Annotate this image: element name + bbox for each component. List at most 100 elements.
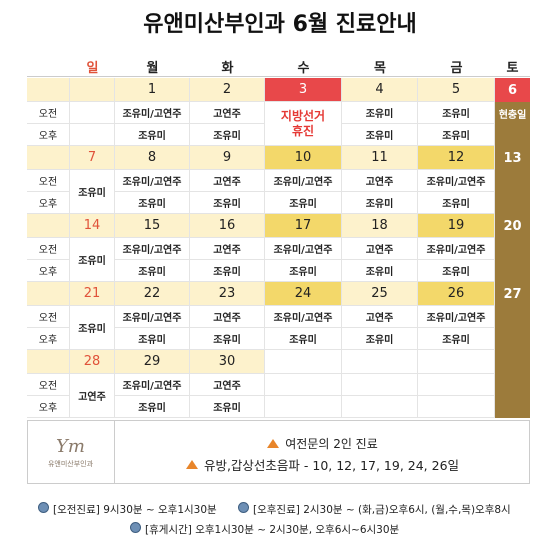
day-header: 월 (146, 60, 159, 76)
cell (418, 374, 495, 396)
title: 유앤미산부인과 6월 진료안내 (143, 12, 417, 37)
date: 30 (190, 350, 265, 374)
footer-box (27, 420, 530, 484)
date: 12 (418, 146, 495, 170)
closed: 지방선거 휴진 (265, 102, 342, 146)
cell (27, 282, 70, 306)
logo-mark: Ym (56, 435, 85, 457)
am-doctor: 고연주 (190, 374, 265, 396)
row-label: 오후 (27, 328, 70, 350)
closed-text: 지방선거 (280, 108, 326, 123)
pm-doctor: 조유미 (115, 260, 190, 282)
day-header: 일 (86, 60, 99, 76)
pm-doctor: 조유미 (342, 260, 418, 282)
pm-doctor: 조유미 (342, 124, 418, 146)
pm-doctor: 조유미 (265, 260, 342, 282)
am-doctor: 조유미/고연주 (115, 102, 190, 124)
cell (342, 374, 418, 396)
date: 18 (342, 214, 418, 238)
am-doctor: 조유미/고연주 (265, 238, 342, 260)
cell (27, 78, 70, 102)
date: 1 (115, 78, 190, 102)
doctor: 조유미 (70, 170, 115, 214)
date: 11 (342, 146, 418, 170)
date: 26 (418, 282, 495, 306)
hours-label: [오전진료] (53, 504, 100, 516)
pm-doctor: 조유미 (418, 192, 495, 214)
cell (265, 396, 342, 418)
date: 24 (265, 282, 342, 306)
doctor: 고연주 (70, 374, 115, 418)
day-header: 수 (297, 60, 310, 76)
hours-text: 2시30분 ~ (화,금)오후6시, (월,수,목)오후8시 (303, 504, 511, 516)
date: 10 (265, 146, 342, 170)
date: 22 (115, 282, 190, 306)
note-text: 여전문의 2인 진료 (285, 436, 378, 451)
row-label: 오후 (27, 260, 70, 282)
am-doctor: 조유미 (418, 102, 495, 124)
date: 6 (495, 78, 530, 102)
am-doctor: 고연주 (190, 306, 265, 328)
cell (265, 374, 342, 396)
hours-text: 9시30분 ~ 오후1시30분 (103, 504, 217, 516)
pm-doctor: 조유미 (190, 192, 265, 214)
date: 14 (70, 214, 115, 238)
saturday-column (495, 78, 530, 418)
am-doctor: 고연주 (190, 238, 265, 260)
am-doctor: 고연주 (342, 170, 418, 192)
day-header: 화 (221, 60, 234, 76)
day-header: 토 (506, 60, 519, 76)
date: 7 (70, 146, 115, 170)
hours-label: [오후진료] (253, 504, 300, 516)
cell (70, 78, 115, 102)
date: 20 (503, 218, 522, 234)
hours: [오후진료] 2시30분 ~ (화,금)오후6시, (월,수,목)오후8시 (238, 502, 511, 517)
hours-label: [휴게시간] (145, 524, 192, 536)
cell (342, 396, 418, 418)
am-doctor: 고연주 (342, 238, 418, 260)
am-doctor: 고연주 (342, 306, 418, 328)
date: 4 (342, 78, 418, 102)
cell (265, 350, 342, 374)
date: 2 (190, 78, 265, 102)
date: 3 (265, 78, 342, 102)
date: 5 (418, 78, 495, 102)
pm-doctor: 조유미 (418, 260, 495, 282)
am-doctor: 조유미/고연주 (418, 170, 495, 192)
am-doctor: 조유미 (342, 102, 418, 124)
cell (418, 350, 495, 374)
row-label: 오후 (27, 396, 70, 418)
date: 13 (503, 150, 522, 166)
am-doctor: 조유미/고연주 (115, 238, 190, 260)
cell (418, 396, 495, 418)
date-row (27, 350, 265, 374)
cell (27, 214, 70, 238)
logo: Ym 유앤미산부인과 (27, 420, 115, 484)
am-doctor: 고연주 (190, 170, 265, 192)
logo-name: 유앤미산부인과 (47, 459, 94, 468)
pm-doctor: 조유미 (265, 192, 342, 214)
cell (27, 146, 70, 170)
doctor: 조유미 (70, 306, 115, 350)
row-label: 오전 (27, 306, 70, 328)
date: 27 (503, 286, 522, 302)
pm-doctor: 조유미 (190, 124, 265, 146)
date: 29 (115, 350, 190, 374)
am-doctor: 조유미/고연주 (115, 374, 190, 396)
date: 15 (115, 214, 190, 238)
pm-doctor: 조유미 (115, 396, 190, 418)
pm-doctor: 조유미 (115, 192, 190, 214)
date: 19 (418, 214, 495, 238)
pm-doctor: 조유미 (265, 328, 342, 350)
date: 9 (190, 146, 265, 170)
pm-doctor: 조유미 (115, 124, 190, 146)
am-doctor: 조유미/고연주 (418, 306, 495, 328)
header-row (27, 55, 530, 77)
closed-text: 휴진 (291, 123, 315, 138)
pm-doctor: 조유미 (190, 396, 265, 418)
cell (70, 102, 115, 124)
row-label: 오전 (27, 238, 70, 260)
hours-text: 오후1시30분 ~ 2시30분, 오후6시~6시30분 (195, 524, 400, 536)
pm-doctor: 조유미 (342, 328, 418, 350)
